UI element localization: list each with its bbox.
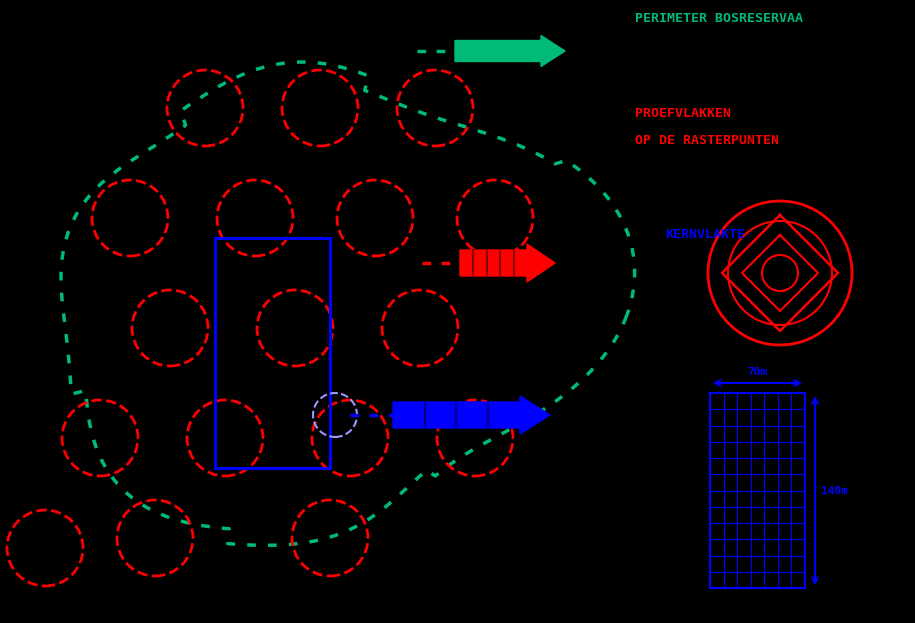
Text: KERNVLAKTE: KERNVLAKTE — [665, 229, 745, 242]
FancyArrow shape — [455, 36, 565, 67]
Text: 140m: 140m — [821, 485, 848, 495]
Text: PERIMETER BOSRESERVAA: PERIMETER BOSRESERVAA — [635, 11, 803, 24]
Text: 70m: 70m — [748, 367, 768, 377]
FancyArrow shape — [460, 244, 555, 282]
Bar — [215, 238, 330, 468]
Text: PROEFVLAKKEN: PROEFVLAKKEN — [635, 107, 731, 120]
FancyArrow shape — [393, 396, 550, 434]
Text: OP DE RASTERPUNTEN: OP DE RASTERPUNTEN — [635, 135, 779, 148]
